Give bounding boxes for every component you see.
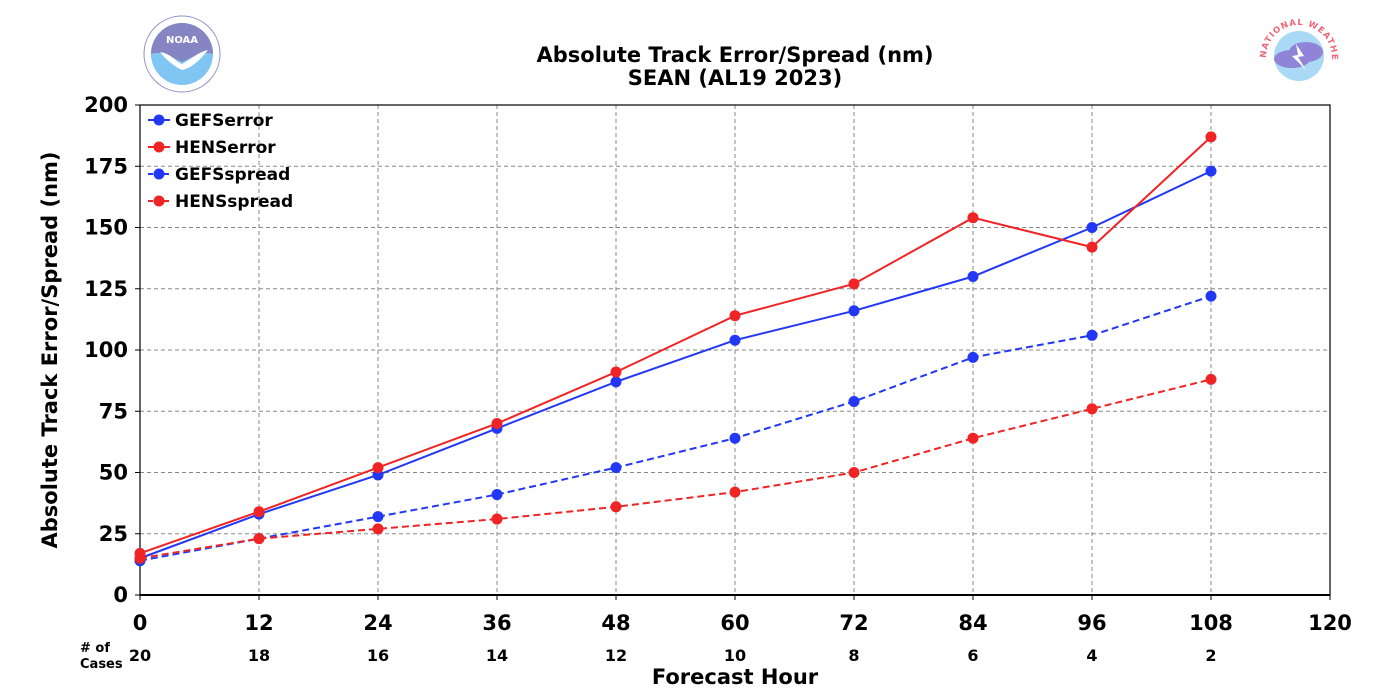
x-tick-label: 24 — [363, 611, 392, 635]
cases-label-line2: Cases — [80, 657, 123, 672]
data-point-hensspread — [253, 533, 265, 545]
x-tick-label: 84 — [958, 611, 987, 635]
data-point-henserror — [1086, 241, 1098, 253]
case-count-label: 12 — [605, 646, 627, 665]
chart-subtitle: SEAN (AL19 2023) — [628, 66, 842, 90]
grid-lines — [140, 105, 1330, 595]
y-tick-label: 100 — [84, 338, 128, 362]
case-count-label: 6 — [967, 646, 978, 665]
data-point-hensspread — [610, 501, 622, 513]
x-tick-label: 48 — [601, 611, 630, 635]
legend-entry-hensspread: HENSspread — [148, 192, 293, 212]
data-point-henserror — [610, 366, 622, 378]
series-line-henserror — [139, 136, 1212, 555]
legend-label: HENSspread — [175, 192, 293, 212]
legend-marker — [153, 195, 165, 207]
noaa-logo-icon: NOAA — [143, 15, 221, 93]
y-tick-label: 25 — [99, 522, 128, 546]
x-tick-label: 12 — [244, 611, 273, 635]
y-tick-label: 0 — [113, 583, 128, 607]
y-tick-label: 150 — [84, 216, 128, 240]
y-axis-ticks: 0 25 50 75 100 125 150 175 200 — [84, 93, 140, 607]
legend-marker — [153, 141, 165, 153]
x-axis-label: Forecast Hour — [652, 665, 819, 689]
series-hensspread — [134, 373, 1217, 564]
data-point-hensspread — [491, 513, 503, 525]
nws-logo-icon: NATIONAL WEATHER SERVICE — [1258, 14, 1338, 81]
data-point-gefserror — [848, 305, 860, 317]
case-count-label: 2 — [1205, 646, 1216, 665]
x-axis-ticks: 0 12 24 36 48 60 72 84 96 108 120 — [133, 595, 1352, 635]
data-point-gefserror — [967, 271, 979, 282]
legend-label: GEFSspread — [175, 165, 290, 185]
legend-entry-henserror: HENSerror — [148, 138, 276, 158]
y-tick-label: 175 — [84, 154, 128, 178]
case-count-label: 4 — [1086, 646, 1097, 665]
series-henserror — [134, 131, 1217, 559]
chart-title: Absolute Track Error/Spread (nm) — [536, 43, 933, 67]
x-tick-label: 96 — [1077, 611, 1106, 635]
data-point-hensspread — [372, 523, 384, 535]
y-axis-label: Absolute Track Error/Spread (nm) — [38, 151, 62, 548]
y-tick-label: 75 — [99, 399, 128, 423]
data-point-gefsspread — [372, 511, 384, 523]
data-point-gefsspread — [1205, 290, 1217, 302]
series-layer — [134, 131, 1217, 567]
legend-entry-gefsspread: GEFSspread — [148, 165, 290, 185]
data-point-gefserror — [729, 334, 741, 346]
data-point-gefserror — [1086, 222, 1098, 233]
data-point-henserror — [253, 506, 265, 518]
x-tick-label: 60 — [720, 611, 749, 635]
cases-row: 20 18 16 14 12 10 8 6 4 2 — [129, 646, 1217, 665]
data-point-henserror — [848, 278, 860, 290]
cases-label-line1: # of — [80, 641, 110, 656]
legend-label: GEFSerror — [175, 111, 273, 131]
data-point-gefsspread — [848, 395, 860, 407]
series-line-gefserror — [139, 170, 1212, 560]
legend-marker — [153, 114, 165, 126]
noaa-logo-text: NOAA — [166, 35, 198, 46]
y-tick-label: 125 — [84, 277, 128, 301]
data-point-gefsspread — [491, 489, 503, 501]
data-point-henserror — [491, 418, 503, 429]
case-count-label: 20 — [129, 646, 151, 665]
data-point-hensspread — [848, 467, 860, 478]
data-point-henserror — [729, 310, 741, 322]
data-point-gefsspread — [967, 351, 979, 363]
case-count-label: 14 — [486, 646, 508, 665]
data-point-henserror — [1205, 131, 1217, 143]
data-point-gefserror — [610, 376, 622, 388]
legend-marker — [153, 168, 165, 180]
data-point-hensspread — [967, 432, 979, 444]
case-count-label: 16 — [367, 646, 389, 665]
legend-entry-gefserror: GEFSerror — [148, 111, 273, 131]
data-point-hensspread — [1086, 403, 1098, 415]
y-tick-label: 200 — [84, 93, 128, 117]
x-tick-label: 108 — [1189, 611, 1233, 635]
data-point-gefsspread — [729, 432, 741, 444]
case-count-label: 10 — [724, 646, 746, 665]
x-tick-label: 120 — [1308, 611, 1352, 635]
legend: GEFSerror HENSerror GEFSspread HENSspread — [148, 111, 293, 212]
x-tick-label: 72 — [839, 611, 868, 635]
case-count-label: 8 — [848, 646, 859, 665]
data-point-gefsspread — [1086, 329, 1098, 341]
case-count-label: 18 — [248, 646, 270, 665]
data-point-henserror — [967, 212, 979, 224]
series-gefsspread — [134, 290, 1217, 567]
series-line-gefsspread — [139, 295, 1212, 562]
data-point-hensspread — [729, 486, 741, 498]
y-tick-label: 50 — [99, 461, 128, 485]
legend-label: HENSerror — [175, 138, 276, 158]
data-point-gefsspread — [610, 462, 622, 474]
data-point-henserror — [372, 462, 384, 474]
data-point-hensspread — [1205, 373, 1217, 385]
x-tick-label: 36 — [482, 611, 511, 635]
series-gefserror — [134, 165, 1217, 564]
series-line-hensspread — [139, 378, 1212, 560]
data-point-hensspread — [134, 552, 146, 564]
x-tick-label: 0 — [133, 611, 148, 635]
data-point-gefserror — [1205, 165, 1217, 177]
